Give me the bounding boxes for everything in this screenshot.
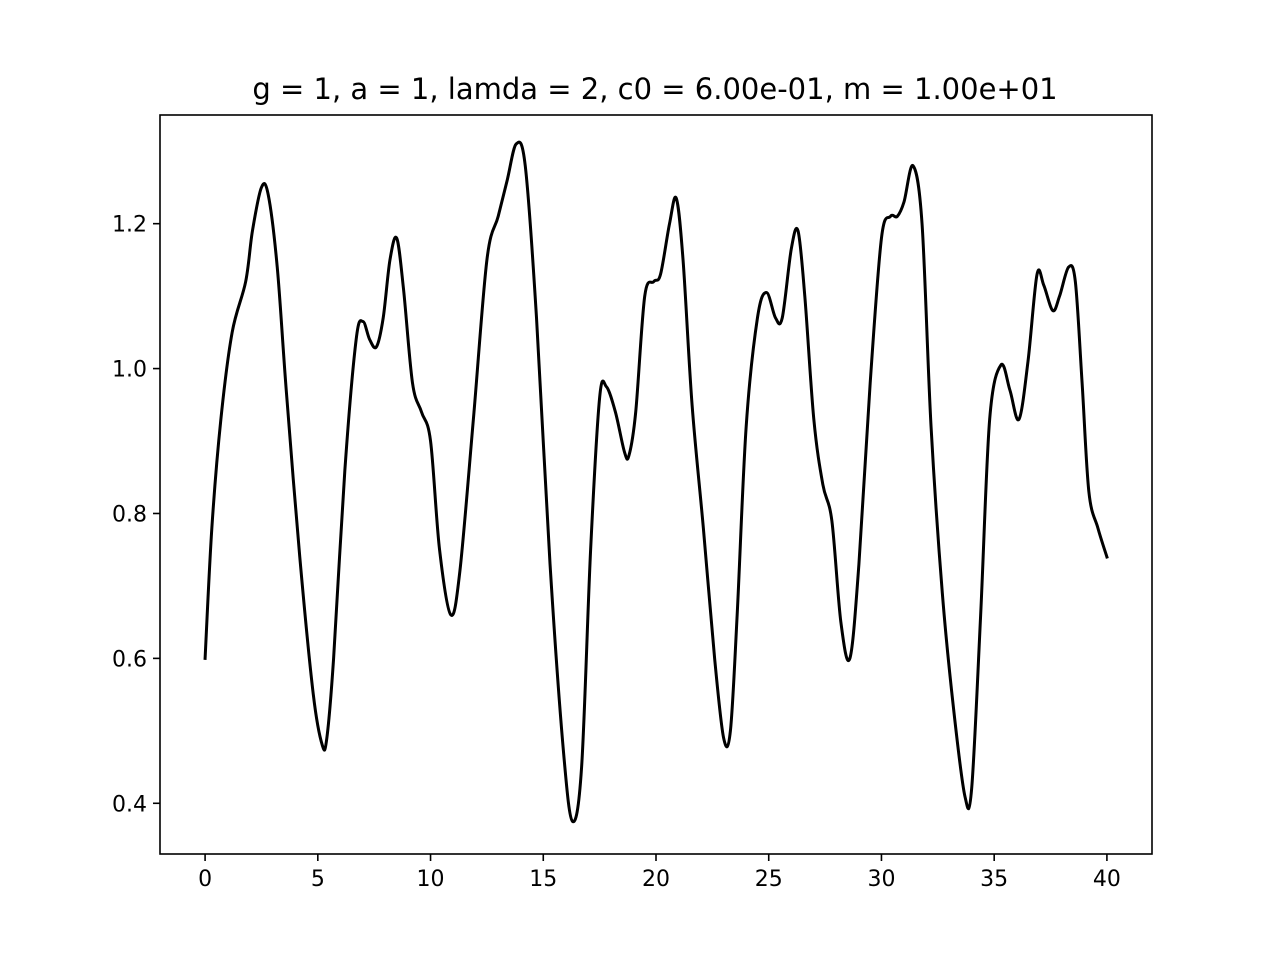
x-tick-label: 15 <box>529 867 557 892</box>
x-tick-label: 40 <box>1093 867 1121 892</box>
y-tick-label: 1.0 <box>112 358 147 383</box>
x-axis: 0 5 10 15 20 25 30 35 40 <box>198 854 1121 892</box>
y-tick-label: 0.6 <box>112 647 147 672</box>
series-line-0 <box>203 140 1109 824</box>
y-tick-label: 0.8 <box>112 502 147 527</box>
y-axis: 0.4 0.6 0.8 1.0 1.2 <box>112 213 160 817</box>
series-layer <box>203 140 1109 824</box>
axes-frame <box>159 114 1153 855</box>
x-tick-label: 20 <box>642 867 670 892</box>
x-tick-label: 0 <box>198 867 212 892</box>
x-tick-label: 5 <box>311 867 325 892</box>
x-tick-label: 10 <box>417 867 445 892</box>
y-tick-label: 0.4 <box>112 792 147 817</box>
x-tick-label: 35 <box>980 867 1008 892</box>
plot-frame <box>159 114 1153 855</box>
chart-title: g = 1, a = 1, lamda = 2, c0 = 6.00e-01, … <box>252 72 1057 106</box>
x-tick-label: 30 <box>867 867 895 892</box>
y-tick-label: 1.2 <box>112 213 147 238</box>
x-tick-label: 25 <box>755 867 783 892</box>
